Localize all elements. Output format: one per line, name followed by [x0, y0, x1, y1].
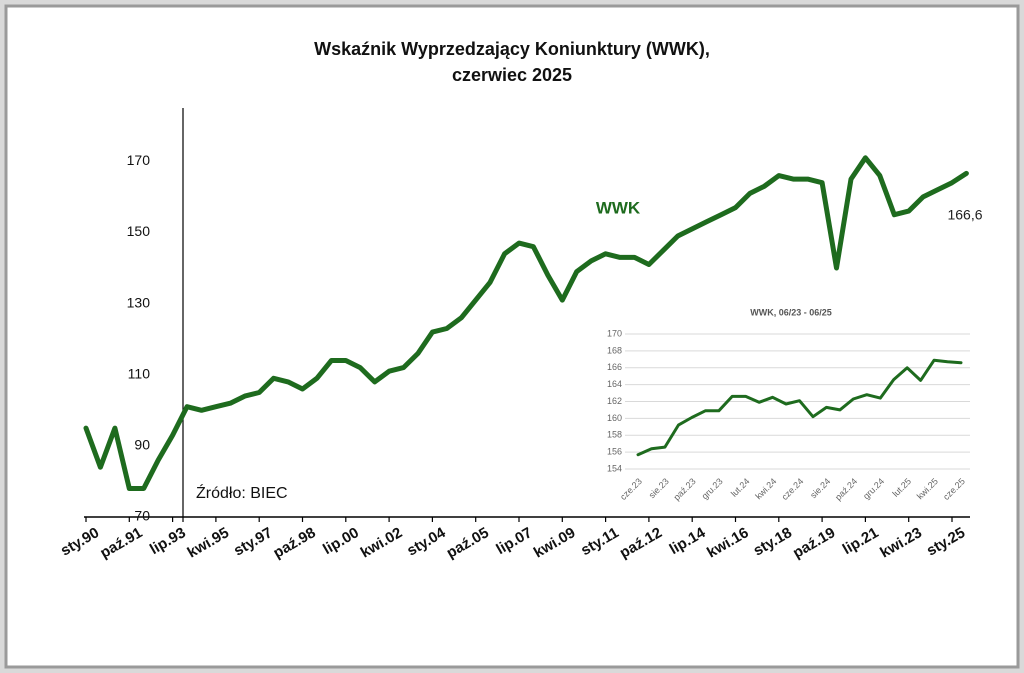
y-tick-label: 154	[607, 463, 622, 473]
y-tick-label: 162	[607, 396, 622, 406]
frame	[4, 4, 1020, 669]
y-tick-label: 160	[607, 413, 622, 423]
series-line	[636, 358, 963, 457]
y-tick-label: 90	[134, 437, 150, 453]
y-tick-label: 170	[127, 152, 151, 168]
y-tick-label: 170	[607, 328, 622, 338]
y-tick-label: 70	[134, 508, 150, 524]
y-tick-label: 110	[128, 365, 151, 381]
y-tick-label: 130	[127, 294, 151, 310]
y-tick-label: 164	[607, 379, 622, 389]
y-tick-label: 156	[607, 447, 622, 457]
series-line	[83, 155, 969, 491]
legend-label: WWK	[596, 198, 641, 217]
inset-title: WWK, 06/23 - 06/25	[750, 307, 832, 317]
chart-title: czerwiec 2025	[452, 65, 572, 85]
annotation: 166,6	[947, 207, 982, 223]
y-tick-label: 150	[127, 223, 151, 239]
chart-title: Wskaźnik Wyprzedzający Koniunktury (WWK)…	[314, 39, 710, 59]
y-tick-label: 158	[607, 430, 622, 440]
y-tick-label: 166	[607, 362, 622, 372]
source: Źródło: BIEC	[196, 483, 288, 502]
y-tick-label: 168	[607, 345, 622, 355]
